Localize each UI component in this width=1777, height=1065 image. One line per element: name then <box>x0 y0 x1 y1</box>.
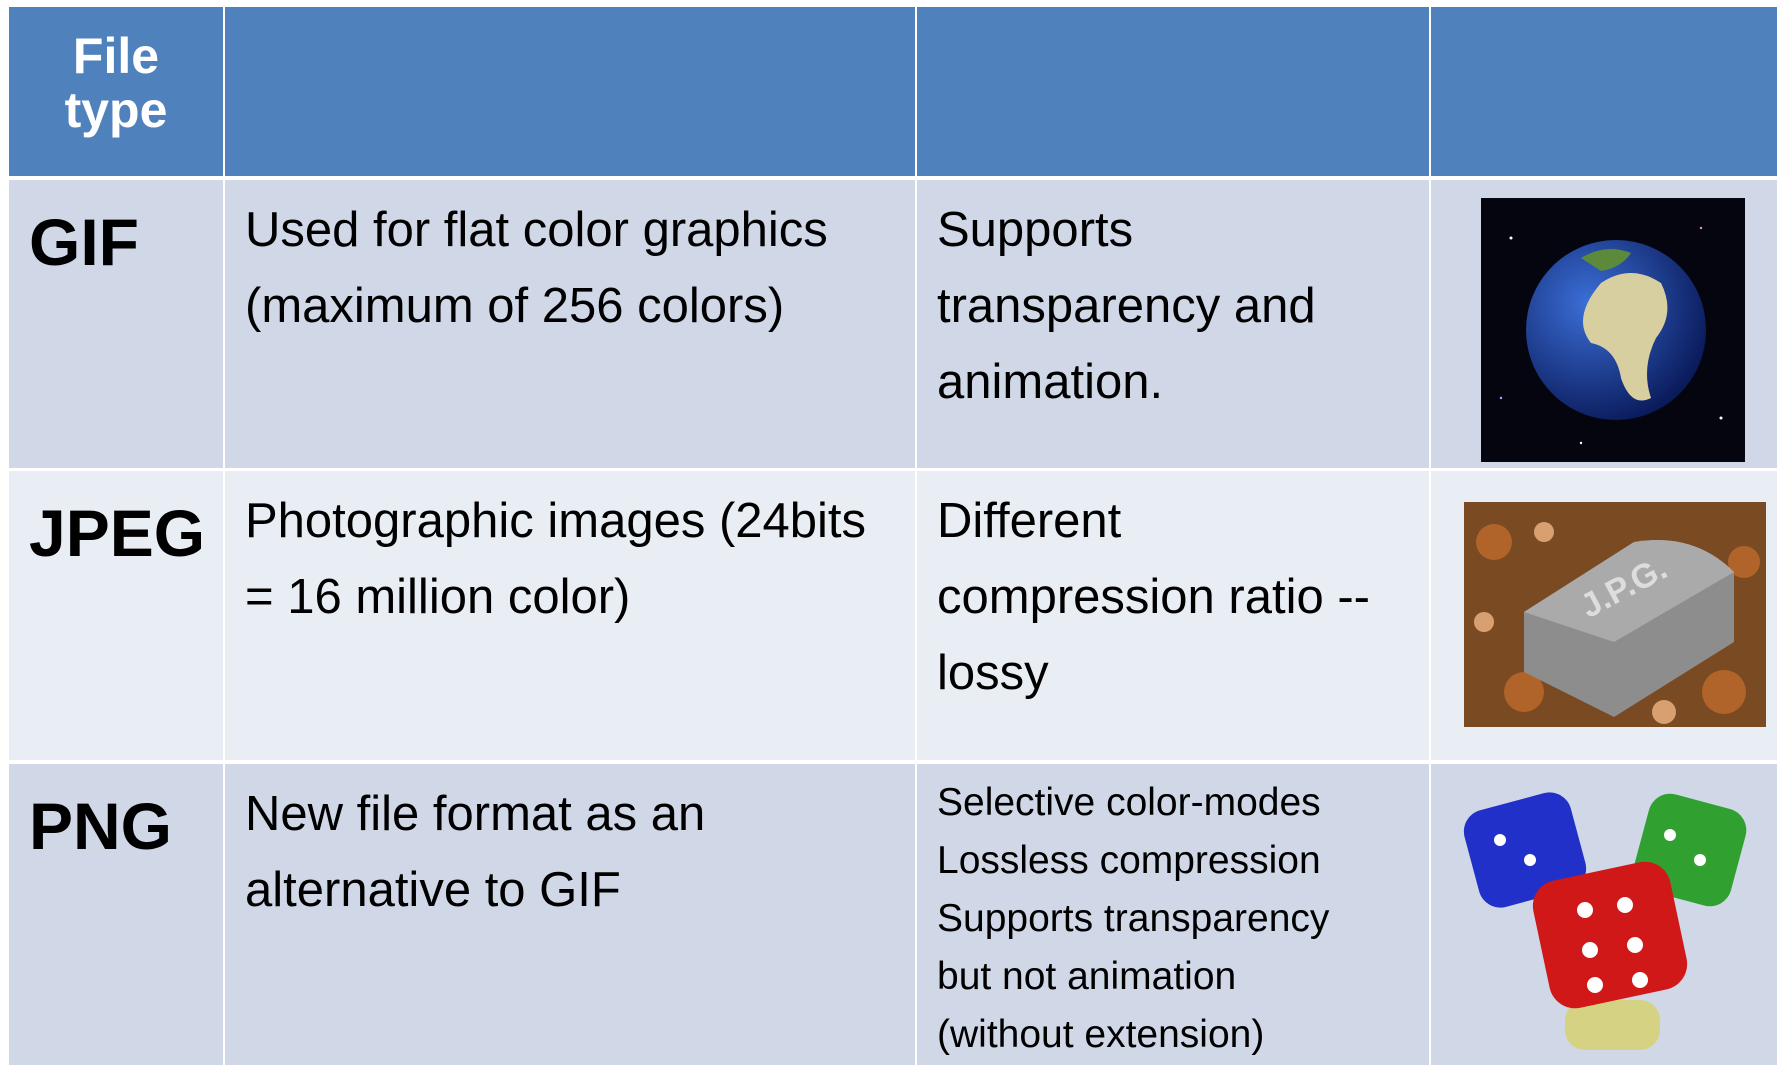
table-cell: JPEG <box>9 471 223 760</box>
features: Different compression ratio -- lossy <box>917 471 1429 711</box>
description: Photographic images (24bits = 16 million… <box>245 494 867 624</box>
feature-line: Different compression ratio -- lossy <box>937 494 1370 700</box>
header-title: File type <box>64 28 168 138</box>
feature-line: but not animation <box>937 955 1237 998</box>
header-cell: File type <box>9 7 223 176</box>
table-cell: New file format as an alternative to GIF <box>225 764 915 1065</box>
description: Used for flat color graphics (maximum of… <box>245 203 828 333</box>
feature-line: (without extension) <box>937 1013 1265 1056</box>
dice-image <box>1463 792 1747 1050</box>
table-cell: Photographic images (24bits = 16 million… <box>225 471 915 760</box>
table-cell: Selective color-modes Lossless compressio… <box>917 764 1429 1065</box>
description: New file format as an alternative to GIF <box>245 787 706 917</box>
file-type: JPEG <box>29 496 206 570</box>
header-cell <box>917 7 1429 176</box>
table-cell: Different compression ratio -- lossy <box>917 471 1429 760</box>
features: Supports transparency and animation. <box>917 180 1429 420</box>
table-cell: Used for flat color graphics (maximum of… <box>225 180 915 468</box>
table-cell: GIF <box>9 180 223 468</box>
table-cell: Supports transparency and animation. <box>917 180 1429 468</box>
globe-image <box>1481 198 1745 462</box>
header-cell <box>225 7 915 176</box>
feature-line: Supports transparency <box>937 897 1330 940</box>
feature-line: Selective color-modes <box>937 781 1321 824</box>
file-type: PNG <box>29 789 173 863</box>
features: Selective color-modes Lossless compressio… <box>917 764 1429 1064</box>
feature-line: Supports transparency and animation. <box>937 203 1316 409</box>
header-cell <box>1431 7 1777 176</box>
tombstone-image: J.P.G. <box>1464 502 1766 727</box>
table-cell: PNG <box>9 764 223 1065</box>
file-type: GIF <box>29 205 139 279</box>
feature-line: Lossless compression <box>937 839 1321 882</box>
